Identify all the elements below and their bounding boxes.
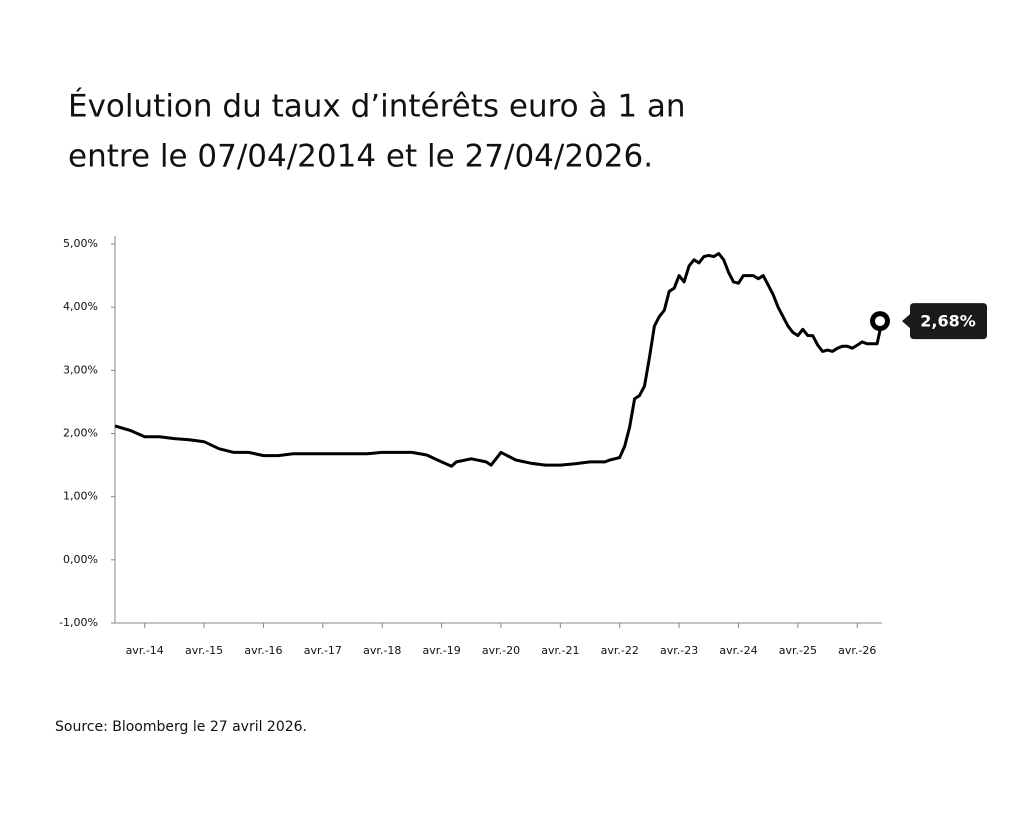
- chart-subtitle: entre le 07/04/2014 et le 27/04/2026.: [68, 139, 653, 175]
- x-tick-label: avr.-15: [185, 644, 223, 657]
- x-tick-label: avr.-20: [482, 644, 520, 657]
- annotation-label: 2,68%: [920, 312, 976, 331]
- x-tick-label: avr.-16: [244, 644, 282, 657]
- x-tick-label: avr.-26: [838, 644, 876, 657]
- annotation-box: [902, 303, 987, 340]
- x-tick-label: avr.-17: [304, 644, 342, 657]
- y-tick-label: 1,00%: [63, 490, 98, 503]
- x-tick-label: avr.-21: [541, 644, 579, 657]
- x-tick-label: avr.-14: [126, 644, 164, 657]
- y-tick-label: 2,00%: [63, 427, 98, 440]
- chart-title: Évolution du taux d’intérêts euro à 1 an: [68, 89, 686, 125]
- y-tick-label: 5,00%: [63, 237, 98, 250]
- x-tick-label: avr.-19: [422, 644, 460, 657]
- source: Source: Bloomberg le 27 avril 2026.: [55, 719, 307, 735]
- x-tick-label: avr.-25: [779, 644, 817, 657]
- x-tick-label: avr.-24: [719, 644, 757, 657]
- x-tick-label: avr.-23: [660, 644, 698, 657]
- y-tick-label: 0,00%: [63, 553, 98, 566]
- x-tick-label: avr.-22: [601, 644, 639, 657]
- data-line: [114, 252, 884, 468]
- end-marker-inner: [875, 316, 885, 327]
- y-tick-label: 4,00%: [63, 300, 98, 313]
- y-tick-label: 3,00%: [63, 363, 98, 376]
- x-tick-label: avr.-18: [363, 644, 401, 657]
- y-tick-label: -1,00%: [59, 616, 98, 629]
